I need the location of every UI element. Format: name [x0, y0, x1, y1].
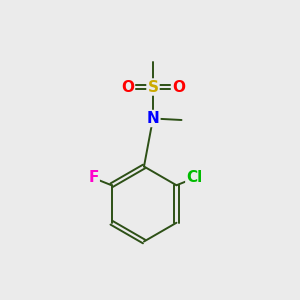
Text: N: N	[147, 111, 159, 126]
Text: F: F	[88, 170, 99, 185]
Text: Cl: Cl	[186, 170, 203, 185]
Text: O: O	[121, 80, 134, 94]
Text: S: S	[148, 80, 158, 94]
Text: O: O	[172, 80, 185, 94]
